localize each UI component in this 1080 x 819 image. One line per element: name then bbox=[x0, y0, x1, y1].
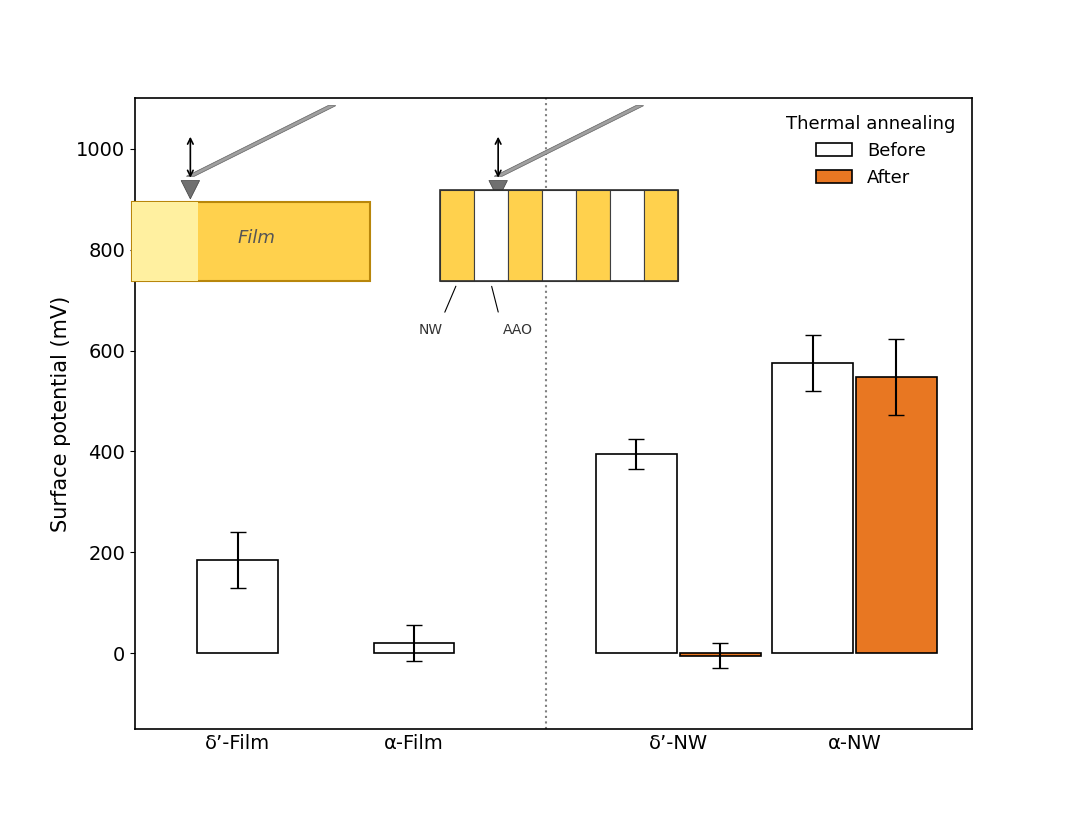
Polygon shape bbox=[181, 180, 200, 199]
Bar bbox=[772, 363, 853, 654]
Bar bbox=[576, 191, 610, 281]
Bar bbox=[644, 191, 678, 281]
Bar bbox=[679, 654, 760, 656]
Bar bbox=[610, 191, 644, 281]
Legend: Before, After: Before, After bbox=[779, 107, 963, 194]
Bar bbox=[440, 191, 474, 281]
FancyBboxPatch shape bbox=[132, 201, 199, 281]
Bar bbox=[474, 191, 508, 281]
Text: Film: Film bbox=[238, 229, 275, 247]
Text: NW: NW bbox=[418, 324, 443, 337]
Polygon shape bbox=[495, 106, 644, 176]
Text: AAO: AAO bbox=[502, 324, 532, 337]
Bar bbox=[856, 377, 936, 654]
Bar bbox=[374, 643, 455, 654]
Polygon shape bbox=[187, 106, 336, 176]
Bar bbox=[596, 454, 677, 654]
Bar bbox=[542, 191, 576, 281]
FancyBboxPatch shape bbox=[132, 201, 370, 281]
Bar bbox=[440, 191, 678, 281]
Y-axis label: Surface potential (mV): Surface potential (mV) bbox=[51, 296, 70, 532]
Polygon shape bbox=[489, 180, 508, 199]
Bar bbox=[508, 191, 542, 281]
Bar bbox=[198, 560, 279, 654]
